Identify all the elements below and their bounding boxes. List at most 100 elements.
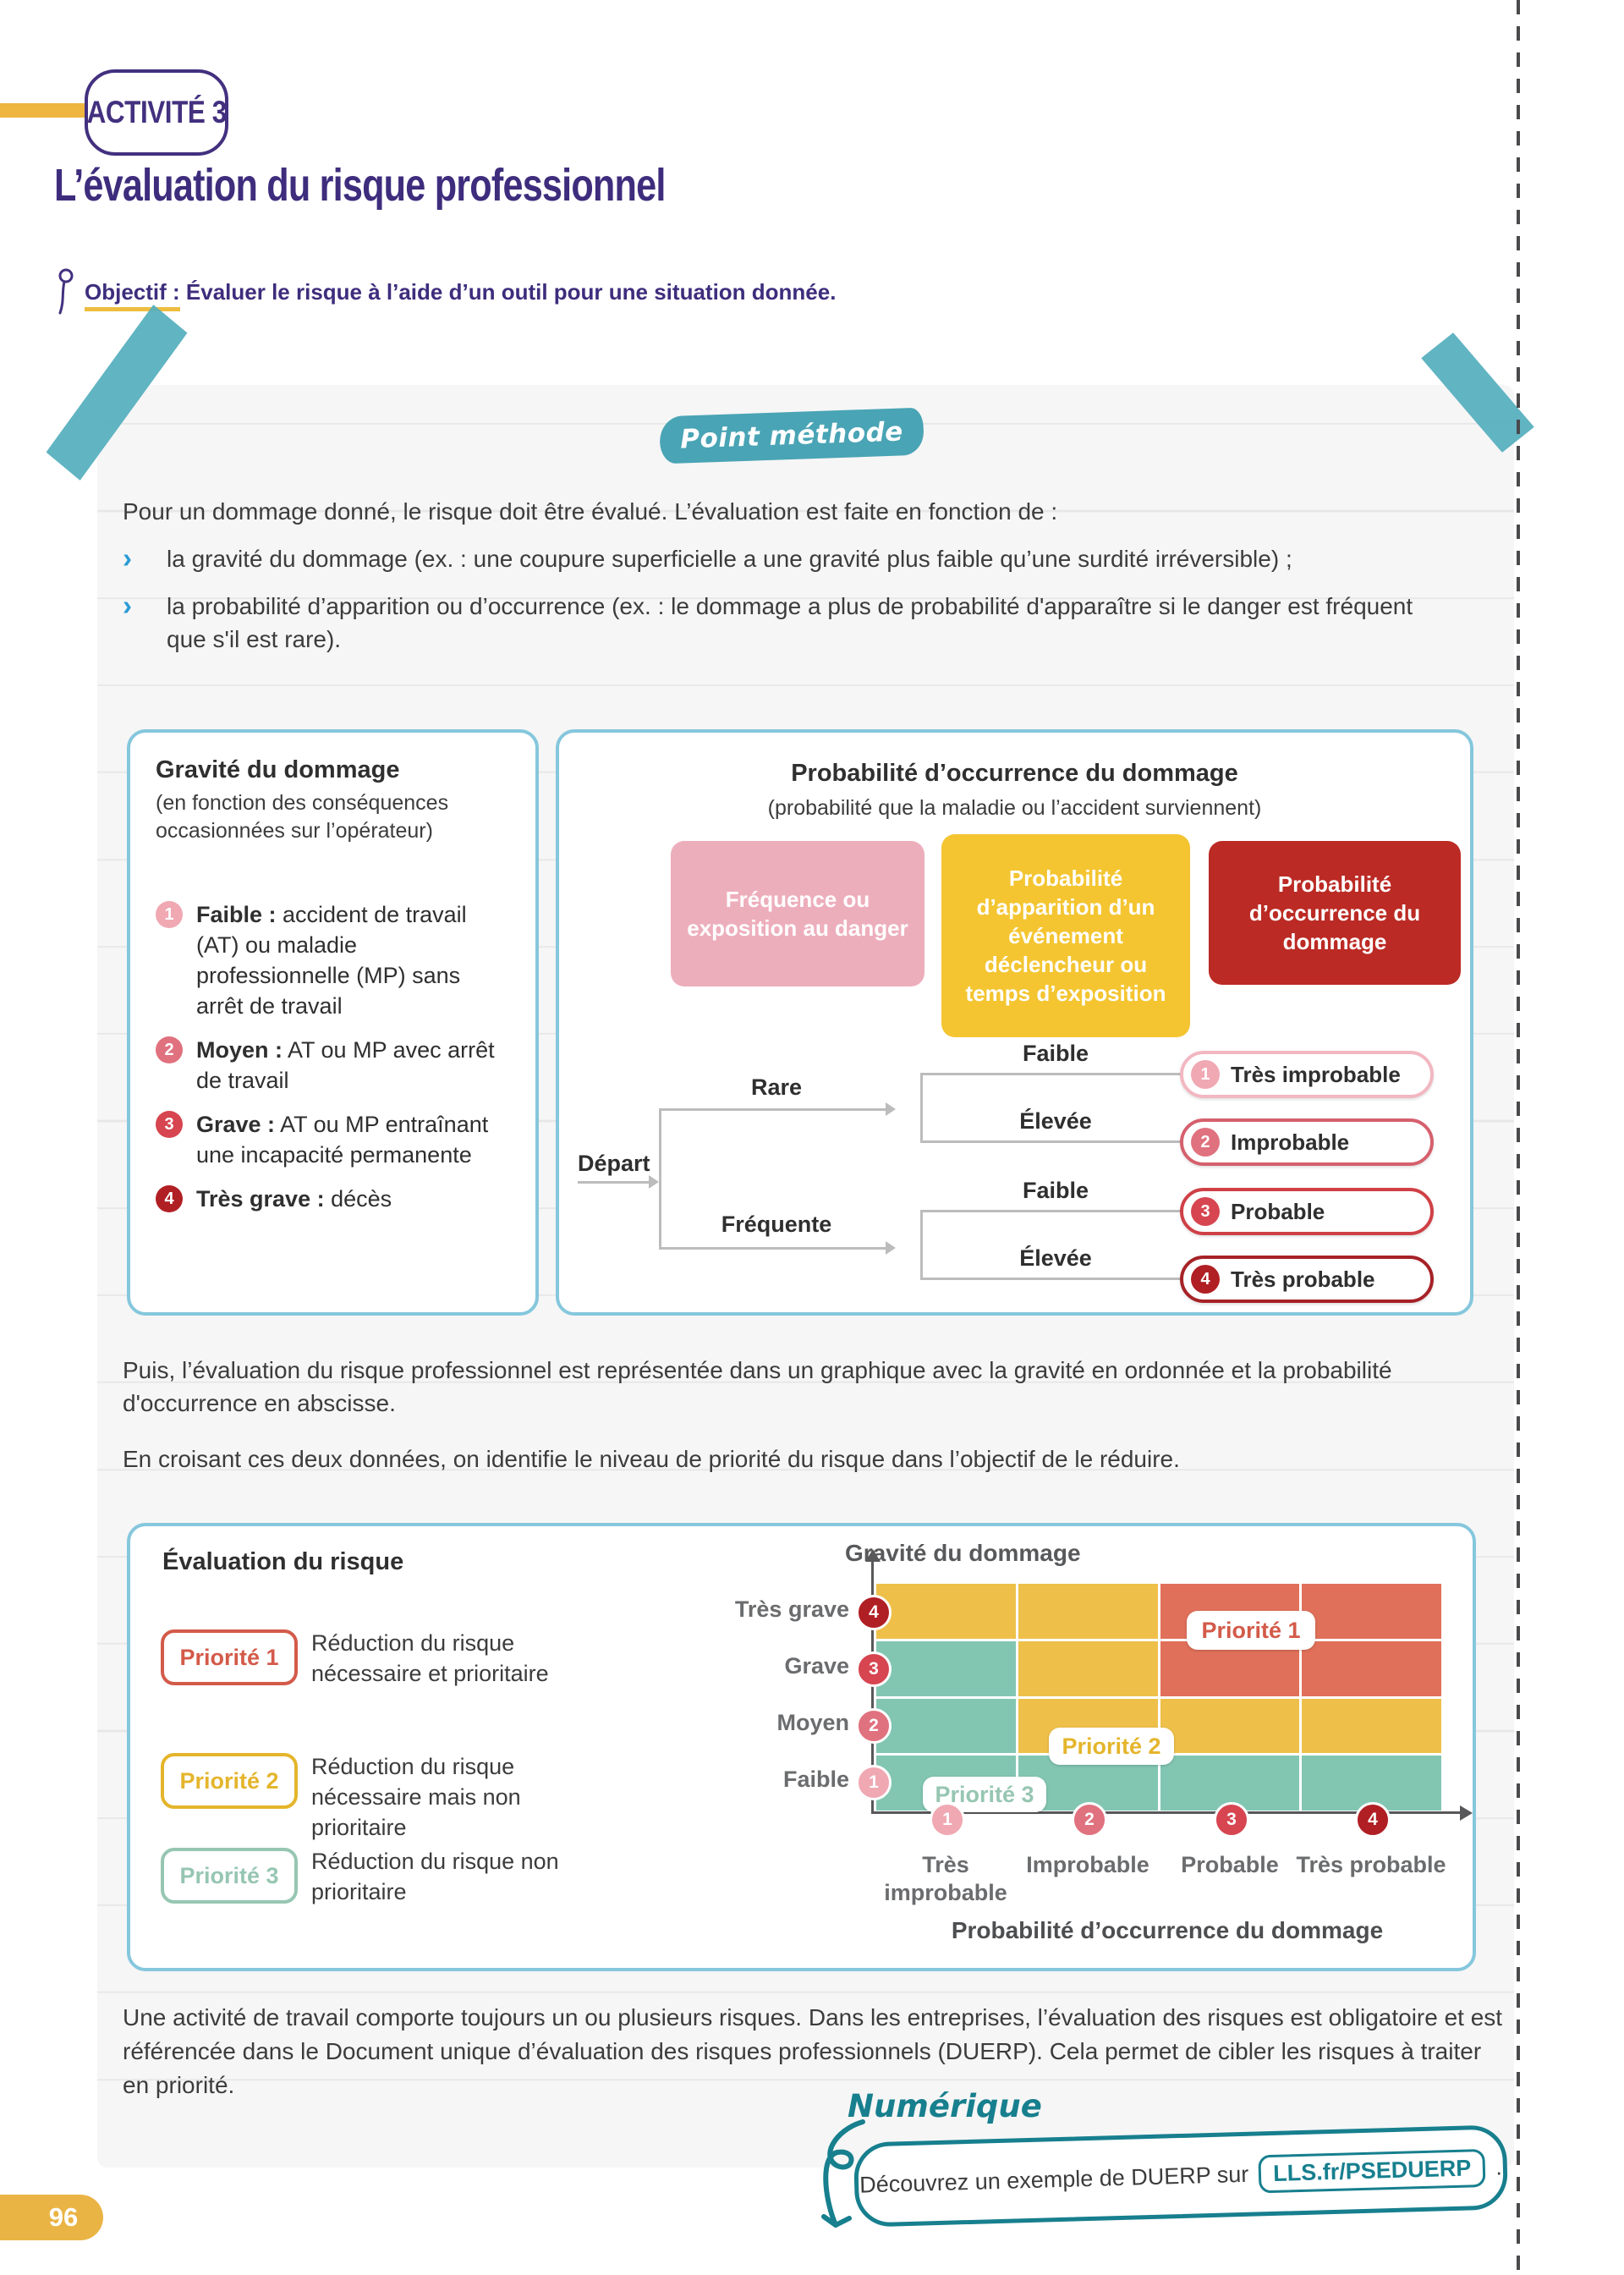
probability-box-title: Probabilité d’occurrence du dommage (791, 760, 1238, 787)
outcome-text: Probable (1231, 1198, 1325, 1224)
matrix-cell-priority-3 (876, 1698, 1016, 1754)
gravity-box-subtitle: (en fonction des conséquences occasionné… (156, 791, 449, 843)
method-text: Pour un dommage donné, le risque doit êt… (123, 495, 1493, 656)
x-tick-badge: 3 (1214, 1802, 1249, 1838)
swirl-arrow-icon (814, 2117, 873, 2248)
level-label: Élevée (1019, 1108, 1092, 1134)
matrix-cell-priority-1 (1160, 1640, 1300, 1696)
level-label: Élevée (1019, 1245, 1092, 1271)
item-text: décès (324, 1186, 392, 1212)
y-tick-label: Moyen (776, 1710, 849, 1735)
outcome-text: Très improbable (1231, 1061, 1401, 1087)
priority-1-pill: Priorité 1 (161, 1629, 298, 1685)
tree-line (659, 1247, 889, 1250)
outcome-text: Très probable (1231, 1266, 1375, 1292)
item-label: Faible : (196, 902, 277, 927)
probability-box: Probabilité d’occurrence du dommage (pro… (556, 729, 1473, 1316)
page-title: L’évaluation du risque professionnel (54, 160, 666, 211)
duerp-link[interactable]: LLS.fr/PSEDUERP (1258, 2148, 1486, 2193)
numerique-box: Découvrez un exemple de DUERP sur LLS.fr… (853, 2124, 1509, 2228)
gravity-box: Gravité du dommage (en fonction des cons… (127, 729, 539, 1316)
matrix-cell-priority-3 (1302, 1756, 1441, 1811)
list-item: 4 Très grave : décès (156, 1184, 510, 1214)
matrix-cell-priority-2 (876, 1584, 1016, 1639)
priority-2-text: Réduction du risque nécessaire mais non … (311, 1754, 521, 1840)
y-tick-badge: 2 (856, 1708, 892, 1744)
outcome-number: 4 (1191, 1265, 1220, 1294)
priority-3-pill: Priorité 3 (161, 1848, 298, 1904)
item-text: AT ou MP entraînant une incapacité perma… (196, 1112, 489, 1168)
stage-row: Fréquence ou exposition au danger Probab… (578, 834, 1461, 1044)
stage-frequency: Fréquence ou exposition au danger (671, 841, 924, 986)
tree-line (920, 1140, 1199, 1143)
x-axis-arrow-icon (1460, 1805, 1473, 1821)
matrix-cell-priority-3 (1160, 1756, 1300, 1811)
tree-line (578, 1181, 652, 1184)
bullet-text: la gravité du dommage (ex. : une coupure… (167, 546, 1292, 572)
list-item: 1 Faible : accident de travail (AT) ou m… (156, 899, 510, 1021)
y-tick-badge: 1 (856, 1765, 892, 1800)
arrow-icon (886, 1102, 896, 1116)
outcome-tres-probable: 4 Très probable (1180, 1256, 1434, 1303)
x-axis (871, 1811, 1465, 1814)
list-item: 2 Moyen : AT ou MP avec arrêt de travail (156, 1035, 510, 1096)
page-number: 96 (48, 2202, 79, 2232)
outcome-number: 1 (1191, 1060, 1220, 1089)
y-tick-badge: 3 (856, 1651, 892, 1687)
gravity-list: 1 Faible : accident de travail (AT) ou m… (156, 899, 510, 1214)
numerique-suffix: . (1495, 2153, 1503, 2180)
branch-frequent-label: Fréquente (721, 1212, 832, 1237)
tree-line (659, 1108, 889, 1111)
method-badge: Point méthode (659, 407, 924, 464)
y-tick-label: Très grave (734, 1596, 849, 1622)
level-label: Faible (1022, 1178, 1089, 1203)
matrix-cell-priority-3 (876, 1640, 1016, 1696)
activity-badge-label: ACTIVITÉ 3 (86, 95, 227, 129)
tree-line (659, 1108, 661, 1250)
bottom-paragraph: Une activité de travail comporte toujour… (123, 2004, 1503, 2098)
y-axis-arrow-icon (865, 1549, 881, 1562)
x-tick-label: Improbable (1026, 1852, 1149, 1877)
tree-line (920, 1073, 1199, 1075)
method-bullet: › la gravité du dommage (ex. : une coupu… (123, 542, 1493, 575)
page-number-badge: 96 (0, 2195, 103, 2240)
list-item: 3 Grave : AT ou MP entraînant une incapa… (156, 1109, 510, 1170)
objective-label: Objectif : (85, 279, 180, 311)
tree-line (920, 1210, 923, 1280)
matrix-cell-priority-2 (1160, 1698, 1300, 1754)
matrix-zone-priorite-2: Priorité 2 (1049, 1728, 1174, 1765)
numerique-text: Découvrez un exemple de DUERP sur (859, 2161, 1249, 2198)
cut-line (1517, 0, 1520, 2275)
y-axis (871, 1562, 874, 1814)
x-tick-badge: 4 (1355, 1802, 1391, 1838)
activity-badge: ACTIVITÉ 3 (85, 69, 228, 156)
level-label: Faible (1022, 1041, 1089, 1066)
method-badge-label: Point méthode (679, 416, 904, 455)
y-tick-label: Faible (782, 1767, 849, 1792)
probability-box-subtitle: (probabilité que la maladie ou l’acciden… (767, 796, 1262, 820)
level-4-badge: 4 (156, 1185, 183, 1212)
level-3-badge: 3 (156, 1111, 183, 1138)
bullet-text: la probabilité d’apparition ou d’occurre… (167, 593, 1413, 652)
x-tick-badge: 1 (930, 1802, 965, 1838)
y-axis-title: Gravité du dommage (845, 1540, 1081, 1566)
branch-rare-label: Rare (750, 1074, 803, 1100)
paragraph: En croisant ces deux données, on identif… (123, 1446, 1180, 1472)
method-intro: Pour un dommage donné, le risque doit êt… (123, 498, 1058, 525)
priority-1-text: Réduction du risque nécessaire et priori… (311, 1630, 549, 1686)
tree-line (920, 1278, 1199, 1280)
outcome-probable: 3 Probable (1180, 1188, 1434, 1235)
x-tick-label: Probable (1181, 1852, 1279, 1877)
matrix-cell-priority-2 (1302, 1698, 1441, 1754)
matrix-cell-priority-1 (1302, 1584, 1441, 1639)
item-label: Très grave : (196, 1186, 325, 1212)
chevron-bullet-icon: › (123, 542, 132, 574)
item-text: accident de travail (AT) ou maladie prof… (196, 902, 467, 1019)
tree-start-label: Départ (578, 1151, 650, 1176)
item-text: AT ou MP avec arrêt de travail (196, 1037, 495, 1093)
item-label: Moyen : (196, 1037, 283, 1063)
pushpin-icon (54, 267, 76, 321)
matrix-cell-priority-1 (1302, 1640, 1441, 1696)
x-axis-title: Probabilité d’occurrence du dommage (951, 1917, 1384, 1943)
